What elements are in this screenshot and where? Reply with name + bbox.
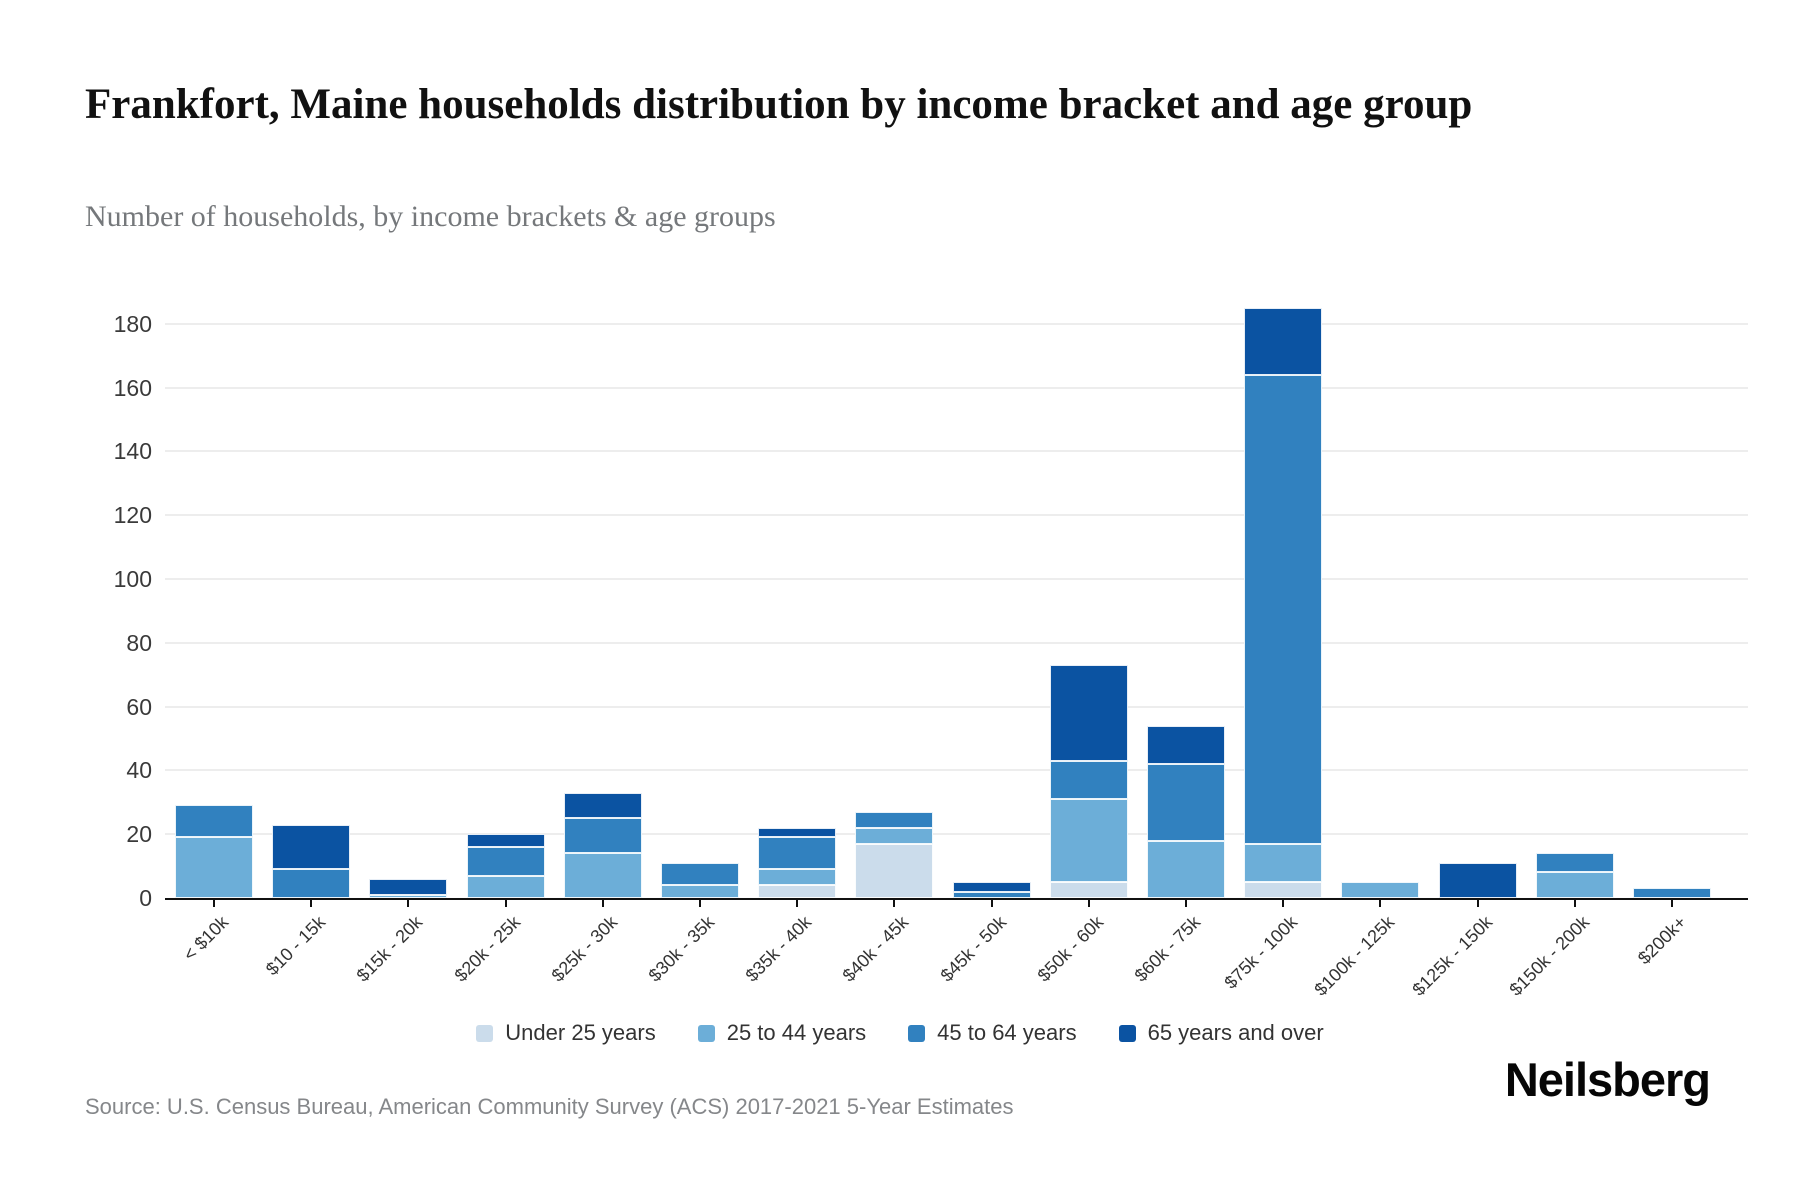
y-axis-tick-label: 160 (113, 374, 152, 401)
bar-segment[interactable] (1438, 862, 1517, 898)
bar-segment[interactable] (466, 846, 545, 876)
legend-swatch-icon (1118, 1024, 1136, 1042)
x-axis-tick (213, 900, 215, 907)
bar-segment[interactable] (1049, 760, 1128, 800)
x-axis-tick (1087, 900, 1090, 907)
x-axis-tick (310, 900, 313, 907)
legend-label: 65 years and over (1147, 1020, 1324, 1045)
y-axis-tick-label: 140 (113, 438, 152, 465)
legend-swatch-icon (908, 1024, 926, 1042)
legend-item[interactable]: 25 to 44 years (697, 1020, 867, 1046)
y-gridline (165, 322, 1748, 325)
y-axis-tick-label: 180 (113, 310, 152, 337)
bar-segment[interactable] (758, 837, 837, 870)
bar-segment[interactable] (1633, 888, 1711, 898)
legend-label: Under 25 years (505, 1020, 656, 1045)
y-gridline (165, 578, 1748, 580)
bar-segment[interactable] (1244, 843, 1323, 883)
x-axis-tick (893, 900, 896, 907)
bar-segment[interactable] (272, 869, 351, 898)
source-attribution: Source: U.S. Census Bureau, American Com… (85, 1094, 1014, 1119)
legend-item[interactable]: 45 to 64 years (908, 1020, 1077, 1046)
bar-segment[interactable] (369, 878, 448, 895)
bar-segment[interactable] (1341, 882, 1420, 898)
x-axis-tick (407, 900, 410, 907)
legend-label: 25 to 44 years (726, 1020, 867, 1045)
legend-swatch-icon (476, 1024, 494, 1042)
bar-segment[interactable] (1147, 725, 1225, 764)
chart-subtitle: Number of households, by income brackets… (85, 200, 776, 233)
bar-segment[interactable] (563, 818, 642, 854)
x-axis-tick (1573, 900, 1576, 907)
bar-segment[interactable] (466, 875, 545, 898)
x-axis-tick (796, 900, 799, 907)
y-axis-tick-label: 100 (113, 566, 152, 592)
bar-segment[interactable] (661, 862, 739, 886)
x-axis-tick (1185, 900, 1187, 907)
bar-segment[interactable] (661, 885, 739, 898)
bar-segment[interactable] (758, 869, 837, 886)
x-axis-tick (1282, 900, 1285, 907)
x-axis-tick (1671, 900, 1673, 907)
bar-segment[interactable] (952, 891, 1031, 898)
bar-segment[interactable] (369, 894, 448, 898)
y-gridline (165, 450, 1748, 453)
bar-segment[interactable] (175, 805, 253, 838)
bar-segment[interactable] (758, 885, 837, 898)
bar-segment[interactable] (1147, 840, 1225, 898)
x-axis-line (165, 898, 1748, 900)
bar-segment[interactable] (952, 882, 1031, 892)
legend-swatch-icon (697, 1024, 715, 1042)
bar-segment[interactable] (1535, 853, 1614, 873)
legend-item[interactable]: Under 25 years (476, 1020, 656, 1046)
bar-segment[interactable] (1244, 374, 1323, 844)
bar-segment[interactable] (272, 824, 351, 870)
neilsberg-logo[interactable]: Neilsberg (1504, 1053, 1711, 1106)
bar-segment[interactable] (1049, 882, 1128, 898)
y-axis-tick-label: 20 (126, 821, 152, 848)
x-axis-tick (1476, 900, 1479, 907)
x-axis-tick (601, 900, 604, 907)
y-axis-tick-label: 60 (126, 693, 152, 720)
x-axis-tick (699, 900, 701, 907)
bar-segment[interactable] (758, 827, 837, 838)
y-gridline (165, 514, 1748, 517)
bar-segment[interactable] (855, 843, 934, 898)
bar-segment[interactable] (175, 837, 253, 898)
bar-segment[interactable] (1244, 882, 1323, 898)
y-gridline (165, 769, 1748, 772)
x-axis-tick (1379, 900, 1382, 907)
bar-segment[interactable] (466, 834, 545, 847)
y-gridline (165, 641, 1748, 644)
chart-legend: Under 25 years 25 to 44 years 45 to 64 yea… (0, 1020, 1800, 1046)
y-gridline (165, 833, 1748, 836)
y-axis-tick-label: 0 (139, 885, 152, 911)
page-title: Frankfort, Maine households distribution… (85, 80, 1473, 128)
x-axis-tick (504, 900, 507, 907)
bar-segment[interactable] (855, 811, 934, 828)
bar-segment[interactable] (1535, 872, 1614, 898)
bar-segment[interactable] (1244, 307, 1323, 375)
bar-segment[interactable] (1049, 799, 1128, 883)
y-axis-tick-label: 120 (113, 502, 152, 529)
legend-label: 45 to 64 years (937, 1020, 1077, 1045)
bar-segment[interactable] (1147, 764, 1225, 841)
y-gridline (165, 386, 1748, 389)
y-gridline (165, 705, 1748, 708)
bar-segment[interactable] (563, 853, 642, 898)
y-axis-tick-label: 40 (126, 757, 152, 784)
bar-segment[interactable] (563, 792, 642, 819)
y-axis-tick-label: 80 (126, 629, 152, 656)
bar-segment[interactable] (1049, 665, 1128, 761)
legend-item[interactable]: 65 years and over (1118, 1020, 1324, 1046)
bar-segment[interactable] (855, 827, 934, 844)
x-axis-tick (990, 900, 993, 907)
